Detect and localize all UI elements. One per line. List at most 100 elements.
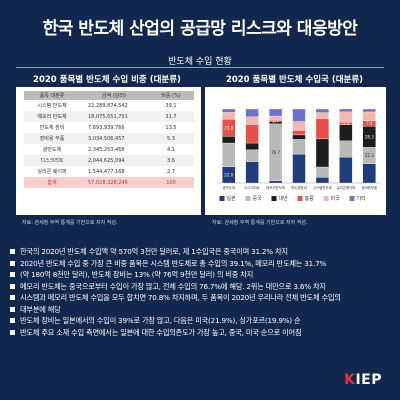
summary-bullet: 한국의 2020년 반도체 수입액 약 570억 3천만 달러로, 제 1수입국…	[10, 246, 388, 258]
bar-segment-일본	[339, 156, 353, 184]
legend-swatch-미국	[323, 196, 329, 201]
legend-swatch-대만	[271, 196, 277, 201]
logo-text-rest: IEP	[355, 372, 382, 388]
data-label: 23.0	[224, 125, 233, 130]
summary-bullet: 반도체 주요 소재 수입 측면에서는 일본에 대한 수입의존도가 가장 높고, …	[10, 327, 388, 339]
bar-segment-기타	[222, 108, 236, 113]
x-tick-label: 시스템반도체	[313, 185, 332, 190]
summary-bullet: 시스템과 메모리 반도체 수입을 모두 합치면 70.8% 차지하며, 두 품목…	[10, 292, 388, 304]
bar-segment-중국	[315, 166, 330, 178]
bar-segment-중국	[339, 140, 353, 158]
share-cell: 5.3	[148, 133, 194, 144]
table-row: 반도체 장비 7,693,939,766 13.5	[24, 122, 194, 133]
bar-segment-미국	[315, 112, 330, 119]
legend-swatch-일본	[219, 196, 225, 201]
bar-segment-대만	[315, 138, 330, 168]
x-tick-label: 디스크리트	[244, 185, 260, 190]
bar-segment-홍콩	[292, 130, 306, 136]
bar-segment-미국	[245, 116, 259, 125]
data-label: 76.7	[271, 150, 280, 155]
item-name-cell: 메모리 반도체	[24, 111, 80, 122]
divider	[16, 67, 384, 68]
item-name-cell: 광반도체	[42, 147, 62, 153]
summary-bullet: 메모리 반도체는 중국으로부터 수입이 가장 많고, 전체 수입의 76.7%에…	[10, 281, 388, 293]
share-cell: 2.7	[167, 168, 175, 175]
share-cell: 100	[148, 177, 194, 188]
x-tick-label: 실리콘웨이퍼	[336, 185, 355, 190]
summary-bullet: 대부분에 해당	[10, 304, 388, 316]
legend-entry: 미국	[331, 195, 341, 202]
legend-entry: 기타	[357, 195, 367, 202]
amount-cell: 22,289,874,542	[88, 102, 128, 109]
bar-segment-기타	[315, 108, 330, 113]
share-cell: 39.1	[165, 102, 177, 109]
bar-segment-일본	[292, 153, 306, 184]
table-row: 광반도체 2,345,253,468 4.1	[24, 144, 194, 155]
bar-segment-미국	[362, 111, 376, 121]
data-label: 22.3	[365, 153, 374, 158]
table-row: 시스템 반도체 22,289,874,542 39.1	[24, 100, 194, 111]
bar-segment-대만	[292, 134, 306, 140]
section-subtitle: 반도체 수입 현황	[168, 57, 232, 67]
stacked-bar-chart: 22.0 23.0 광반도체 디스크리트 76.7 1.7 메모리반도체 반도체장비 시스템반도…	[217, 108, 381, 202]
table-row: 장비용 부품 3,034,506,457 5.3	[24, 133, 194, 144]
legend-entry: 홍콩	[305, 195, 315, 202]
share-cell: 4.1	[167, 146, 175, 153]
x-tick-label: 장비용부품	[361, 185, 377, 190]
bar-segment-중국	[245, 149, 259, 162]
import-share-table-panel: 품목 대분류 금액 (달러) 비중 (%) 시스템 반도체 22,289,874,…	[16, 87, 201, 215]
bar-segment-일본	[362, 163, 376, 184]
data-label: 3.2	[343, 121, 350, 126]
x-tick-label: 반도체장비	[291, 185, 307, 190]
legend-entry: 일본	[227, 195, 237, 202]
bar-segment-중국	[222, 142, 236, 167]
data-label: 7.4	[366, 121, 373, 126]
kiep-logo: KIEP	[344, 372, 382, 388]
table-header-row: 품목 대분류 금액 (달러) 비중 (%)	[24, 91, 194, 100]
item-name-cell: 합계	[24, 177, 80, 188]
chart-title: 2020 품목별 반도체 수입국 (대분류)	[225, 75, 364, 85]
bar-segment-기타	[362, 108, 376, 113]
table-row: 메모리 반도체 18,075,651,731 31.7	[24, 111, 194, 122]
table-title: 2020 품목별 반도체 수입 비중 (대분류)	[33, 75, 181, 85]
amount-cell: 3,034,506,457	[80, 133, 148, 144]
bar-segment-미국	[339, 111, 353, 123]
legend-swatch-중국	[245, 196, 251, 201]
column-header: 품목 대분류	[24, 91, 80, 100]
bar-segment-중국	[292, 139, 306, 155]
bar-segment-대만	[339, 124, 353, 141]
table-row: 실리콘 웨이퍼 1,544,477,168 2.7	[24, 166, 194, 177]
amount-cell: 7,693,939,766	[88, 124, 125, 131]
item-name-cell: 장비용 부품	[24, 133, 80, 144]
item-name-cell: 반도체 장비	[39, 125, 65, 131]
chart-source-note: 자료: 관세청 무역 통계를 기반으로 저자 작성.	[212, 220, 308, 226]
x-tick-label: 광반도체	[222, 185, 234, 190]
amount-cell: 1,544,477,168	[88, 168, 125, 175]
share-cell: 31.7	[148, 111, 194, 122]
summary-bullet: 반도체 장비는 일본에서의 수입이 39%로 가장 많고, 다음은 미국(21.…	[10, 315, 388, 327]
table-row: 디스크리트 2,044,625,094 3.6	[24, 155, 194, 166]
legend-entry: 대만	[279, 195, 289, 202]
bar-segment-일본	[268, 180, 283, 184]
summary-bullet: 2020년 반도체 수입 중 가장 큰 비중 품목은 시스템 반도체로 총 수입…	[10, 258, 388, 270]
item-name-cell: 시스템 반도체	[37, 103, 67, 109]
import-share-table: 품목 대분류 금액 (달러) 비중 (%) 시스템 반도체 22,289,874,…	[24, 91, 194, 188]
bar-segment-미국	[268, 115, 283, 121]
bar-segment-기타	[292, 108, 306, 122]
data-label: 1.7	[272, 118, 279, 123]
bar-segment-미국	[222, 112, 236, 120]
share-cell: 13.5	[165, 124, 177, 131]
bar-segment-미국	[292, 121, 306, 131]
amount-cell: 57,028,328,246	[80, 177, 148, 188]
bar-segment-대만	[222, 136, 236, 144]
column-header: 비중 (%)	[148, 91, 194, 100]
legend-swatch-기타	[349, 196, 355, 201]
summary-bullet: (약 180억 8천만 달러), 반도체 장비는 13% (약 76억 9천만 …	[10, 269, 388, 281]
amount-cell: 18,075,651,731	[80, 111, 148, 122]
table-total-row: 합계 57,028,328,246 100	[24, 177, 194, 188]
page-title: 한국 반도체 산업의 공급망 리스크와 대응방안	[42, 19, 358, 39]
bar-segment-홍콩	[315, 118, 330, 140]
legend-entry: 중국	[253, 196, 263, 202]
amount-cell: 2,345,253,468	[88, 146, 125, 153]
item-name-cell: 실리콘 웨이퍼	[37, 169, 67, 175]
